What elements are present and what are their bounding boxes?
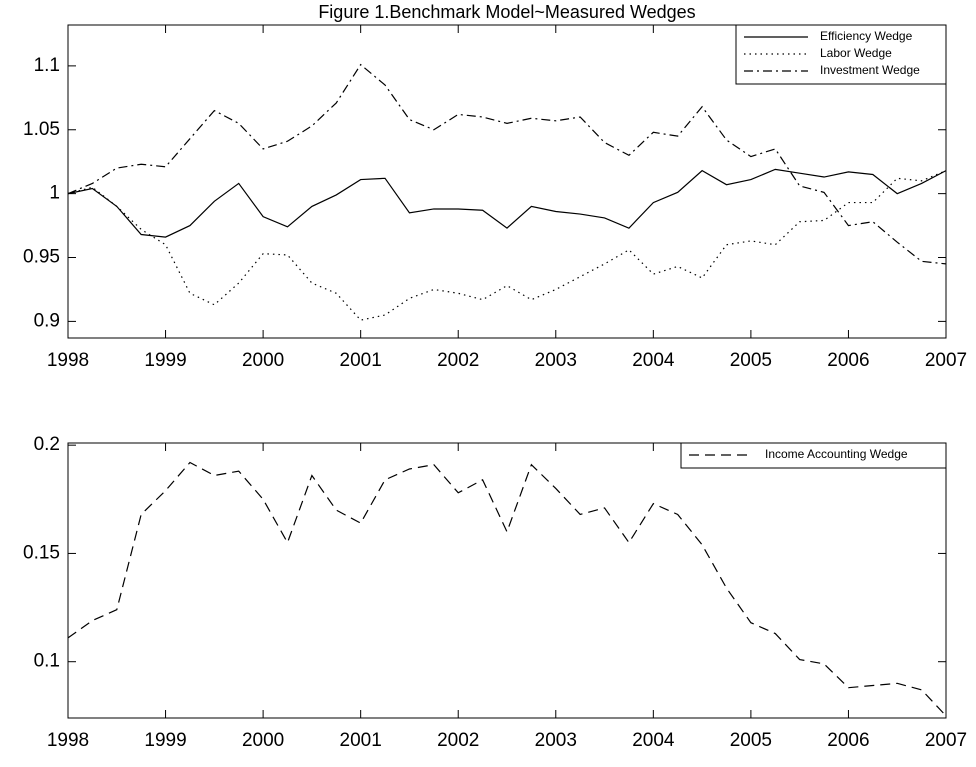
chart-title: Figure 1.Benchmark Model~Measured Wedges [318, 2, 695, 22]
series-line [67, 461, 947, 717]
y-tick-label: 0.95 [23, 247, 60, 268]
y-tick-label: 0.1 [34, 651, 60, 672]
plot-area [67, 442, 947, 719]
x-tick-label: 2001 [340, 730, 382, 751]
x-tick-label: 2003 [535, 730, 577, 751]
x-tick-label: 2007 [925, 730, 967, 751]
y-tick-label: 1 [49, 183, 60, 204]
series-line [67, 63, 947, 265]
y-tick-label: 0.9 [34, 310, 60, 331]
x-tick-label: 2004 [632, 730, 675, 751]
x-tick-label: 1999 [144, 730, 186, 751]
x-tick-label: 2000 [242, 350, 284, 371]
y-tick-label: 0.2 [34, 434, 60, 455]
x-tick-label: 1998 [47, 730, 89, 751]
legend-label: Investment Wedge [820, 63, 920, 77]
x-tick-label: 2001 [340, 350, 382, 371]
x-tick-label: 1999 [144, 350, 186, 371]
legend-label: Income Accounting Wedge [765, 447, 908, 461]
x-tick-label: 2005 [730, 730, 772, 751]
y-tick-label: 0.15 [23, 542, 60, 563]
x-tick-label: 2004 [632, 350, 675, 371]
legend-label: Efficiency Wedge [820, 29, 913, 43]
legend-box [735, 24, 947, 85]
series-line [67, 168, 947, 238]
legend-label: Labor Wedge [820, 46, 892, 60]
x-tick-label: 2000 [242, 730, 284, 751]
x-tick-label: 2005 [730, 350, 772, 371]
x-tick-label: 2003 [535, 350, 577, 371]
x-tick-label: 2006 [827, 350, 869, 371]
series-line [67, 170, 947, 321]
x-tick-label: 1998 [47, 350, 89, 371]
x-tick-label: 2007 [925, 350, 967, 371]
x-tick-label: 2002 [437, 730, 479, 751]
x-tick-label: 2002 [437, 350, 479, 371]
y-tick-label: 1.1 [34, 55, 60, 76]
y-tick-label: 1.05 [23, 119, 60, 140]
x-tick-label: 2006 [827, 730, 869, 751]
